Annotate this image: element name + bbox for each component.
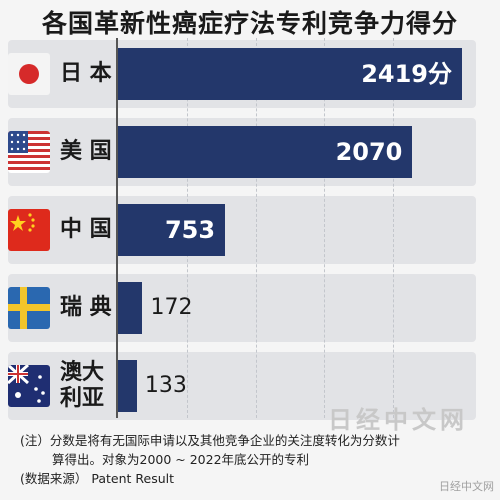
category-label: 澳大 bbox=[60, 360, 105, 385]
data-label: 133 bbox=[144, 373, 187, 398]
category-label: 中 国 bbox=[60, 217, 112, 242]
source-line: (数据来源） Patent Result bbox=[20, 471, 174, 486]
grid-line bbox=[393, 38, 395, 418]
source-mark: 日经中文网 bbox=[439, 480, 494, 493]
bar bbox=[118, 48, 462, 100]
data-label: 2419分 bbox=[361, 60, 452, 88]
bar bbox=[118, 282, 143, 334]
grid-line bbox=[324, 38, 326, 418]
category-label: 日 本 bbox=[60, 61, 112, 86]
china-flag-icon bbox=[8, 209, 50, 251]
category-row bbox=[8, 274, 476, 342]
bar bbox=[118, 360, 137, 412]
note-line-2: 算得出。对象为2000 ~ 2022年底公开的专利 bbox=[52, 452, 310, 467]
japan-flag-icon bbox=[8, 53, 50, 95]
data-label: 753 bbox=[164, 216, 216, 244]
category-row bbox=[8, 352, 476, 420]
bar bbox=[118, 126, 413, 178]
category-label: 美 国 bbox=[60, 139, 112, 164]
data-label: 2070 bbox=[335, 138, 403, 166]
grid-line bbox=[255, 38, 258, 418]
category-label: 利亚 bbox=[60, 386, 105, 411]
category-row bbox=[8, 196, 476, 264]
category-label: 瑞 典 bbox=[60, 295, 112, 320]
y-axis-line bbox=[116, 38, 118, 418]
bar-chart: 日 本 2419分美 国 2070 中 国 753 瑞 典 172 澳大 利亚 133 bbox=[0, 38, 500, 420]
watermark-logo: 日经中文网 bbox=[328, 405, 468, 434]
bar bbox=[118, 204, 226, 256]
data-label: 172 bbox=[150, 295, 193, 320]
chart-title: 各国革新性癌症疗法专利竞争力得分 bbox=[41, 9, 458, 38]
usa-flag-icon bbox=[8, 131, 50, 173]
sweden-flag-icon bbox=[8, 287, 50, 329]
note-line-1: (注）分数是将有无国际申请以及其他竞争企业的关注度转化为分数计 bbox=[20, 433, 400, 448]
australia-flag-icon bbox=[8, 365, 50, 407]
